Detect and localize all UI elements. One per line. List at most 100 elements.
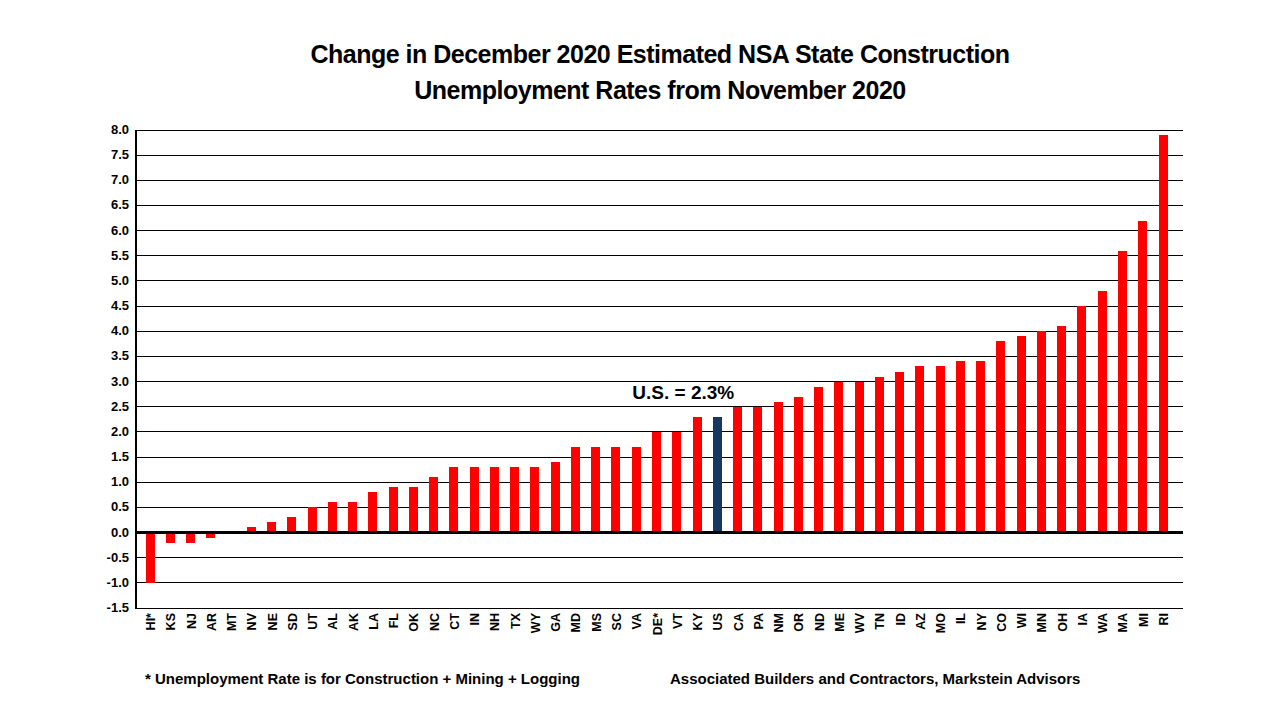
y-axis-tick-label: 3.5 [89, 349, 129, 363]
bar-MA [1118, 251, 1127, 534]
source-attribution: Associated Builders and Contractors, Mar… [670, 670, 1080, 687]
x-axis-label-WV: WV [850, 613, 870, 659]
y-axis-tick-label: -0.5 [89, 551, 129, 565]
x-axis-label-CO: CO [992, 613, 1012, 659]
bar-NC [429, 477, 438, 534]
gridline-y--1.0 [137, 582, 1183, 583]
y-axis-tick-label: 3.0 [89, 375, 129, 389]
bar-WV [855, 382, 864, 534]
bar-TX [510, 467, 519, 534]
bar-CA [733, 407, 742, 534]
x-axis-label-NC: NC [425, 613, 445, 659]
x-axis-zero-line [137, 531, 1183, 534]
bar-ND [814, 387, 823, 534]
us-value-annotation: U.S. = 2.3% [632, 382, 734, 404]
bar-WA [1098, 291, 1107, 534]
x-axis-label-AR: AR [202, 613, 222, 659]
x-axis-label-MI: MI [1134, 613, 1154, 659]
bar-MO [936, 366, 945, 534]
y-axis-tick-label: 0.5 [89, 500, 129, 514]
x-axis-label-MO: MO [931, 613, 951, 659]
bar-OK [409, 487, 418, 534]
x-axis-label-ME: ME [830, 613, 850, 659]
x-axis-label-CA: CA [729, 613, 749, 659]
bar-KY [693, 417, 702, 534]
gridline-y-6.5 [137, 205, 1183, 206]
x-axis-label-OH: OH [1053, 613, 1073, 659]
x-axis-label-WI: WI [1012, 613, 1032, 659]
bar-SC [611, 447, 620, 534]
x-axis-label-NH: NH [485, 613, 505, 659]
y-axis-tick-label: 2.0 [89, 425, 129, 439]
gridline-y-4.5 [137, 306, 1183, 307]
x-axis-label-SD: SD [283, 613, 303, 659]
bar-AK [348, 502, 357, 534]
bar-VT [672, 432, 681, 534]
gridline-y-7.0 [137, 180, 1183, 181]
bar-IL [956, 361, 965, 534]
bar-HI [146, 531, 155, 583]
x-axis-label-MD: MD [566, 613, 586, 659]
bar-UT [308, 507, 317, 534]
bar-NM [774, 402, 783, 534]
y-axis-tick-label: 1.0 [89, 475, 129, 489]
gridline-y-2.5 [137, 406, 1183, 407]
bar-FL [389, 487, 398, 534]
x-axis-label-UT: UT [303, 613, 323, 659]
bar-IN [470, 467, 479, 534]
bar-NY [976, 361, 985, 534]
bar-VA [632, 447, 641, 534]
x-axis-label-TN: TN [870, 613, 890, 659]
bar-CO [996, 341, 1005, 534]
bar-MN [1037, 331, 1046, 534]
x-axis-label-ID: ID [891, 613, 911, 659]
gridline-y-6.0 [137, 230, 1183, 231]
bar-OR [794, 397, 803, 534]
gridline-y-3.5 [137, 356, 1183, 357]
y-axis-tick-label: -1.5 [89, 601, 129, 615]
bar-IA [1077, 306, 1086, 534]
x-axis-label-SC: SC [607, 613, 627, 659]
gridline-y-5.0 [137, 280, 1183, 281]
bar-ME [834, 382, 843, 534]
y-axis-tick-label: -1.0 [89, 576, 129, 590]
bar-GA [551, 462, 560, 534]
x-axis-label-AL: AL [323, 613, 343, 659]
y-axis-line [135, 130, 137, 609]
y-axis-tick-label: 5.5 [89, 249, 129, 263]
x-axis-label-DE: DE* [648, 613, 668, 659]
y-axis-tick-label: 7.0 [89, 173, 129, 187]
x-axis-label-IL: IL [951, 613, 971, 659]
y-axis-tick-label: 4.0 [89, 324, 129, 338]
x-axis-label-NV: NV [242, 613, 262, 659]
x-axis-label-MA: MA [1113, 613, 1133, 659]
x-axis-label-IA: IA [1073, 613, 1093, 659]
chart-title-line1: Change in December 2020 Estimated NSA St… [137, 36, 1183, 72]
gridline-y--1.5 [137, 608, 1183, 609]
bar-AL [328, 502, 337, 534]
x-axis-label-AK: AK [344, 613, 364, 659]
bar-US [713, 417, 722, 534]
x-axis-label-MN: MN [1032, 613, 1052, 659]
x-axis-label-WY: WY [526, 613, 546, 659]
bar-TN [875, 377, 884, 534]
y-axis-tick-label: 1.5 [89, 450, 129, 464]
y-axis-tick-label: 6.5 [89, 198, 129, 212]
x-axis-label-OR: OR [789, 613, 809, 659]
x-axis-label-ND: ND [810, 613, 830, 659]
bar-PA [753, 407, 762, 534]
bar-WI [1017, 336, 1026, 534]
chart-title: Change in December 2020 Estimated NSA St… [137, 36, 1183, 108]
y-axis-tick-label: 8.0 [89, 123, 129, 137]
x-axis-label-KS: KS [161, 613, 181, 659]
bar-MD [571, 447, 580, 534]
y-axis-tick-label: 4.5 [89, 299, 129, 313]
chart-page: Change in December 2020 Estimated NSA St… [0, 0, 1280, 720]
x-axis-label-NY: NY [972, 613, 992, 659]
x-axis-label-OK: OK [404, 613, 424, 659]
x-axis-label-IN: IN [465, 613, 485, 659]
bar-NH [490, 467, 499, 534]
bar-AZ [915, 366, 924, 534]
bar-RI [1159, 135, 1168, 534]
bar-WY [530, 467, 539, 534]
